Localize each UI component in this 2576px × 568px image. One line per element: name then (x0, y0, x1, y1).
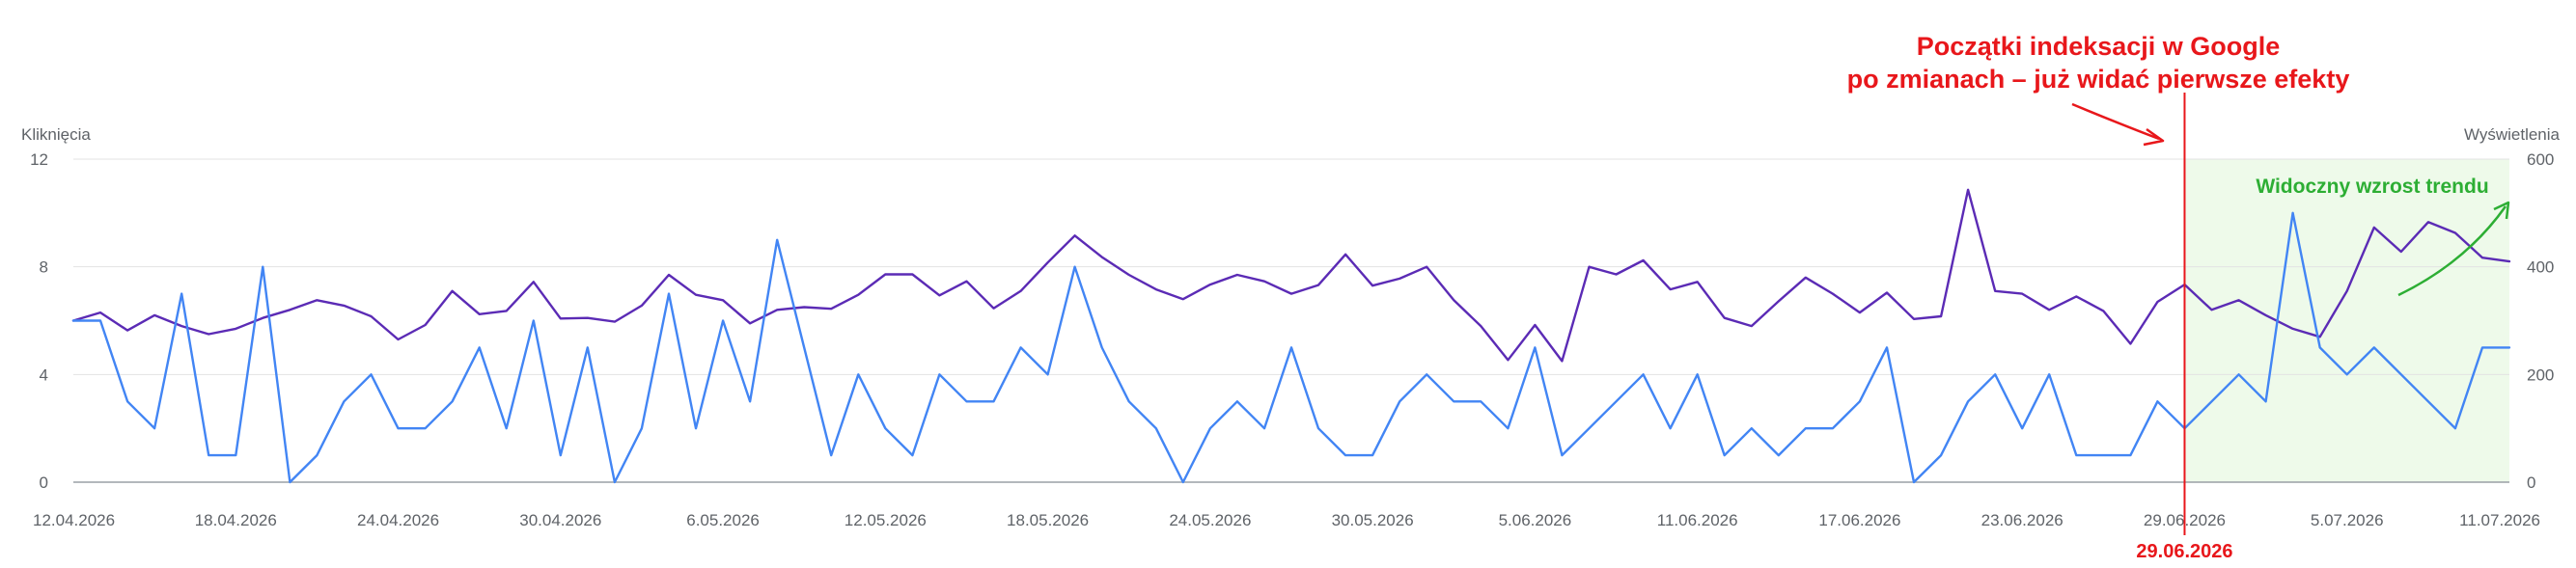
trend-arrow-green (2397, 205, 2507, 297)
y-left-tick-label: 12 (30, 150, 48, 169)
x-tick-label: 23.06.2026 (1981, 511, 2064, 529)
trend-arrowhead-green (2493, 201, 2510, 220)
x-tick-label: 24.05.2026 (1169, 511, 1251, 529)
y-left-tick-label: 0 (40, 473, 48, 492)
left-axis-label: Kliknięcia (21, 125, 91, 144)
x-tick-label: 17.06.2026 (1818, 511, 1900, 529)
marker-date-label: 29.06.2026 (2136, 541, 2232, 562)
x-tick-label: 18.04.2026 (195, 511, 277, 529)
trend-label: Widoczny wzrost trendu (2256, 176, 2488, 198)
x-tick-label: 11.07.2026 (2459, 511, 2540, 529)
y-left-tick-label: 8 (40, 258, 48, 277)
x-tick-label: 5.06.2026 (1499, 511, 1572, 529)
x-tick-label: 18.05.2026 (1007, 511, 1089, 529)
x-tick-label: 30.04.2026 (519, 511, 601, 529)
annotation-headline-line1: Początki indeksacji w Google (1917, 32, 2281, 61)
x-tick-label: 12.04.2026 (33, 511, 115, 529)
clicks-series-line (71, 211, 2511, 484)
axis-ticks: 0 4 8 12 0 200 400 600 12.04.2026 18.04.2026 24.04… (30, 150, 2554, 529)
x-tick-label: 11.06.2026 (1657, 511, 1738, 529)
x-tick-label: 30.05.2026 (1332, 511, 1414, 529)
annotation-arrowhead-red (2143, 127, 2165, 147)
annotation-arrow-red (2071, 102, 2160, 141)
y-right-tick-label: 400 (2527, 258, 2554, 277)
grid-lines (73, 158, 2509, 483)
x-tick-label: 6.05.2026 (686, 511, 760, 529)
y-right-tick-label: 600 (2527, 150, 2554, 169)
impressions-series-line (71, 188, 2511, 363)
trend-highlight-region (2184, 159, 2509, 482)
right-axis-label: Wyświetlenia (2464, 125, 2561, 144)
annotation-headline-line2: po zmianach – już widać pierwsze efekty (1847, 65, 2350, 94)
x-tick-label: 12.05.2026 (845, 511, 927, 529)
series-group (71, 188, 2511, 484)
x-tick-label: 5.07.2026 (2311, 511, 2384, 529)
y-right-tick-label: 0 (2527, 473, 2535, 492)
y-left-tick-label: 4 (40, 365, 48, 384)
y-right-tick-label: 200 (2527, 365, 2554, 384)
x-tick-label: 24.04.2026 (357, 511, 439, 529)
